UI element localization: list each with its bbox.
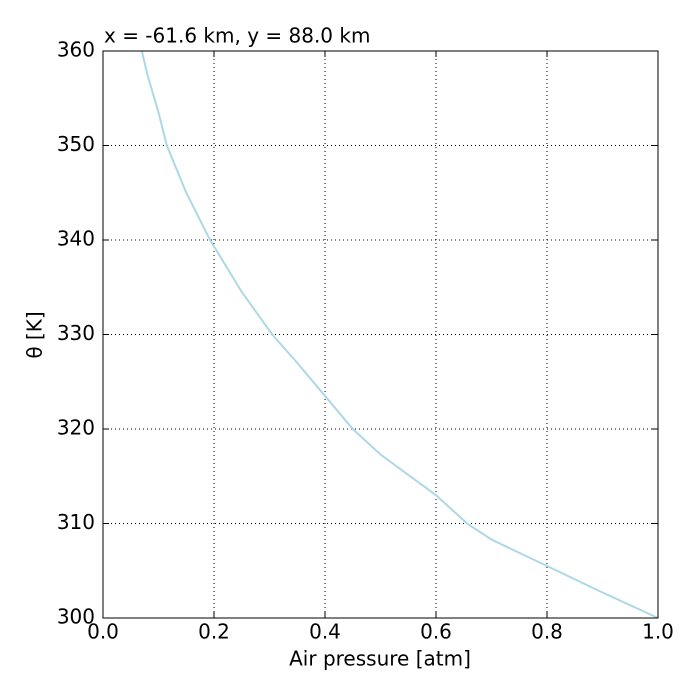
y-tick-label: 340 bbox=[57, 227, 95, 251]
chart-title: x = -61.6 km, y = 88.0 km bbox=[104, 24, 370, 48]
x-tick-label: 0.4 bbox=[309, 620, 341, 644]
x-tick-label: 0.0 bbox=[87, 620, 119, 644]
y-tick-label: 350 bbox=[57, 132, 95, 156]
y-tick-label: 320 bbox=[57, 416, 95, 440]
y-tick-label: 300 bbox=[57, 605, 95, 629]
x-tick-label: 0.6 bbox=[420, 620, 452, 644]
y-tick-label: 360 bbox=[57, 38, 95, 62]
y-axis-label: θ [K] bbox=[23, 311, 47, 358]
plot-frame bbox=[102, 50, 659, 619]
y-tick-label: 310 bbox=[57, 510, 95, 534]
x-tick-label: 0.8 bbox=[531, 620, 563, 644]
x-axis-label: Air pressure [atm] bbox=[289, 647, 471, 671]
x-tick-label: 0.2 bbox=[198, 620, 230, 644]
y-tick-label: 330 bbox=[57, 321, 95, 345]
data-line bbox=[140, 50, 659, 619]
x-tick-label: 1.0 bbox=[642, 620, 674, 644]
